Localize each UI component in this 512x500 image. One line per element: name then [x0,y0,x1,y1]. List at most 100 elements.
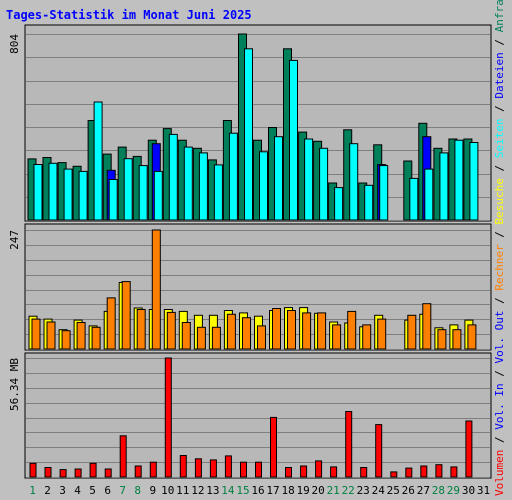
panel-2: 247 [8,223,492,351]
bar-seiten-day-7 [123,158,133,221]
bar-rechner-day-7 [121,281,131,350]
bar-rechner-day-26 [407,314,417,350]
day-label-7: 7 [119,484,126,497]
day-label-11: 11 [176,484,189,497]
bar-volumen-day-25 [390,471,398,478]
bar-seiten-day-18 [289,59,298,221]
bar-seiten-day-22 [349,143,359,221]
bar-volumen-day-26 [405,467,413,478]
bar-volumen-day-15 [240,461,247,478]
bar-rechner-day-16 [257,325,266,350]
day-label-18: 18 [281,484,294,497]
day-label-26: 26 [402,484,415,497]
legend-volout: Vol. Out [493,311,506,364]
bar-rechner-day-8 [136,309,146,350]
bar-rechner-day-21 [332,324,342,350]
bar-volumen-day-24 [375,424,383,478]
legend-separator: / [493,430,506,450]
bar-rechner-day-30 [467,324,477,350]
bar-rechner-day-29 [452,329,462,350]
legend-separator: / [493,158,506,178]
bar-volumen-day-20 [315,460,323,478]
bar-seiten-day-2 [48,162,58,221]
day-label-9: 9 [149,484,156,497]
bar-rechner-day-28 [437,329,447,350]
bar-seiten-day-3 [63,168,73,221]
bar-seiten-day-23 [364,184,374,221]
bar-seiten-day-26 [409,177,419,221]
bar-volumen-day-4 [74,468,82,478]
legend-dateien: Dateien [493,52,506,98]
day-label-3: 3 [59,484,66,497]
chart-title: Tages-Statistik im Monat Juni 2025 [6,8,252,22]
bar-seiten-day-10 [168,133,178,221]
legend-rechner: Rechner [493,244,506,291]
bar-volumen-day-3 [59,469,67,478]
bar-volumen-day-13 [209,459,217,478]
day-label-24: 24 [372,484,386,497]
day-label-13: 13 [206,484,219,497]
day-label-17: 17 [266,484,279,497]
panel-3: 56.34 MB [8,352,492,479]
day-label-21: 21 [327,484,340,497]
bar-seiten-day-6 [108,179,118,221]
bar-volumen-day-18 [285,467,292,478]
bar-volumen-day-19 [300,465,308,478]
legend-volin: Vol. In [493,383,506,429]
bar-seiten-day-15 [244,48,253,221]
bar-seiten-day-24 [379,165,389,221]
day-label-4: 4 [74,484,81,497]
bar-rechner-day-24 [377,318,387,350]
bar-rechner-day-14 [226,313,236,350]
day-label-6: 6 [104,484,111,497]
bar-volumen-day-28 [435,464,443,478]
bar-volumen-day-21 [330,466,338,478]
bar-rechner-day-17 [272,308,281,350]
panel-1: 804 [8,24,492,222]
bar-seiten-day-5 [93,101,103,221]
y-max-label: 56.34 MB [8,358,21,411]
bar-volumen-day-29 [450,466,458,478]
day-label-23: 23 [357,484,370,497]
legend-besuche: Besuche [493,178,506,224]
bar-rechner-day-3 [61,330,71,350]
bar-seiten-day-14 [228,132,238,221]
right-legend: Volumen / Vol. In / Vol. Out / Rechner /… [493,0,506,496]
bar-seiten-day-12 [198,152,208,221]
day-label-27: 27 [417,484,430,497]
legend-volumen: Volumen [493,450,506,496]
bar-rechner-day-1 [31,318,41,350]
bar-seiten-day-4 [78,170,88,221]
bar-volumen-day-14 [224,455,232,478]
bar-rechner-day-12 [196,326,206,350]
day-label-28: 28 [432,484,445,497]
bar-rechner-day-19 [302,312,312,350]
day-label-14: 14 [221,484,235,497]
day-label-15: 15 [236,484,249,497]
bar-rechner-day-11 [181,322,191,350]
day-label-5: 5 [89,484,96,497]
legend-separator: / [493,224,506,244]
bar-seiten-day-13 [213,164,223,221]
day-label-16: 16 [251,484,264,497]
bar-seiten-day-28 [439,152,449,221]
legend-separator: / [493,99,506,119]
bar-rechner-day-6 [106,297,116,350]
bar-rechner-day-23 [362,324,372,350]
bar-volumen-day-11 [179,455,187,478]
bar-rechner-day-13 [211,326,221,350]
bar-volumen-day-30 [465,420,473,478]
bar-seiten-day-16 [259,151,268,221]
bar-volumen-day-10 [164,357,172,478]
bar-seiten-day-17 [274,136,283,221]
day-label-20: 20 [311,484,324,497]
day-label-30: 30 [462,484,475,497]
bar-volumen-day-1 [29,462,37,478]
legend-anfragen: Anfragen [493,0,506,32]
bar-seiten-day-27 [424,168,434,221]
day-label-12: 12 [191,484,204,497]
y-max-label: 247 [8,230,21,250]
day-label-8: 8 [134,484,141,497]
legend-separator: / [493,32,506,52]
